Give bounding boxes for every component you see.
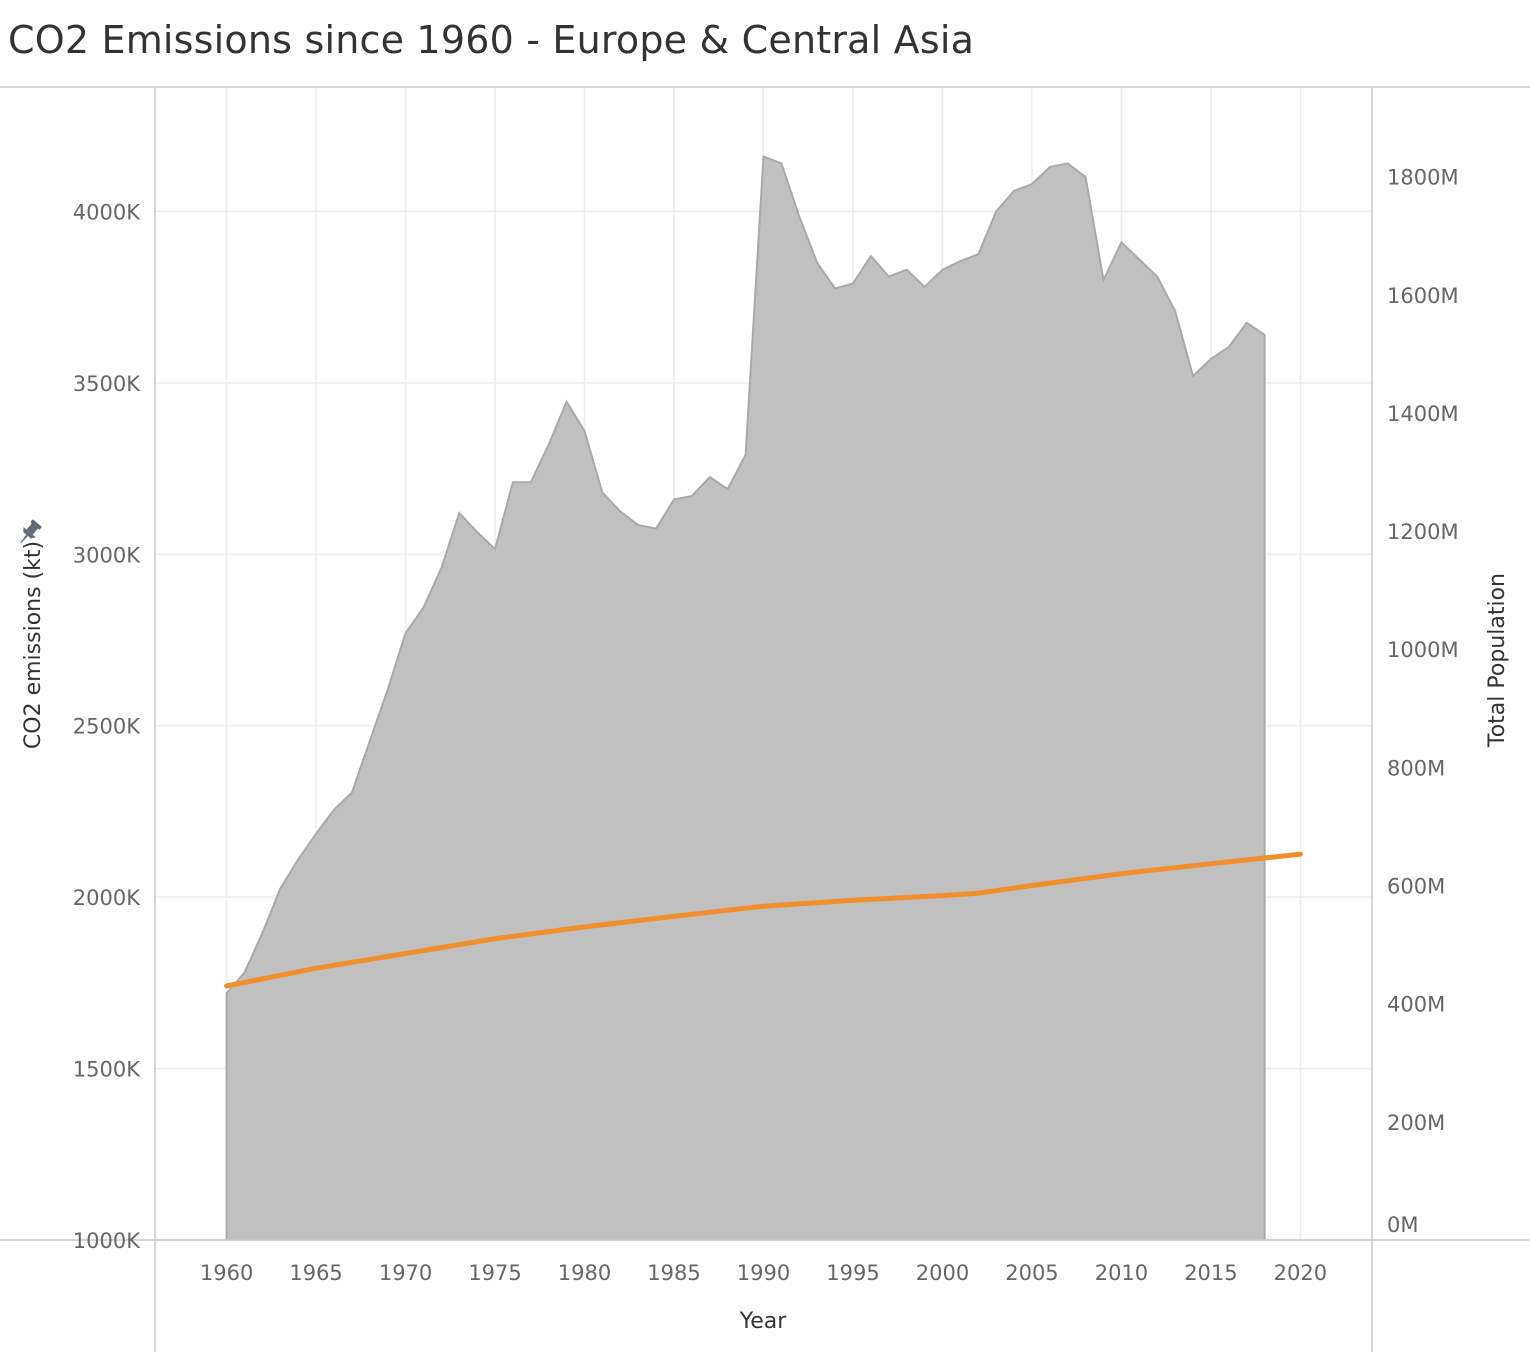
y2-tick-label: 1600M	[1387, 284, 1459, 308]
y-axis-left-ticks: 1000K 1500K 2000K 2500K 3000K 3500K 4000K	[73, 200, 141, 1253]
x-tick-label: 1970	[379, 1261, 432, 1285]
y-axis-left-title: CO2 emissions (kt)	[21, 541, 46, 749]
x-tick-label: 1990	[737, 1261, 790, 1285]
x-tick-label: 2000	[916, 1261, 969, 1285]
pin-icon[interactable]	[15, 518, 44, 548]
chart-title: CO2 Emissions since 1960 - Europe & Cent…	[8, 18, 975, 62]
y-tick-label: 2000K	[73, 886, 141, 910]
co2-area-fill[interactable]	[226, 156, 1265, 1241]
y2-tick-label: 1400M	[1387, 402, 1459, 426]
y-axis-right-title: Total Population	[1485, 573, 1510, 748]
y2-tick-label: 400M	[1387, 993, 1445, 1017]
x-tick-label: 1960	[200, 1261, 253, 1285]
y2-tick-label: 0M	[1387, 1213, 1418, 1237]
x-tick-label: 1975	[468, 1261, 521, 1285]
y2-tick-label: 600M	[1387, 875, 1445, 899]
x-tick-label: 2015	[1184, 1261, 1237, 1285]
y-tick-label: 1500K	[73, 1058, 141, 1082]
x-tick-label: 1985	[647, 1261, 700, 1285]
y2-tick-label: 1000M	[1387, 638, 1459, 662]
y2-tick-label: 1200M	[1387, 520, 1459, 544]
y-tick-label: 2500K	[73, 715, 141, 739]
chart-frame	[0, 86, 1530, 1352]
co2-area-series	[225, 155, 1266, 1241]
y-tick-label: 3500K	[73, 372, 141, 396]
y-tick-label: 4000K	[73, 200, 141, 224]
x-tick-label: 2010	[1095, 1261, 1148, 1285]
y-tick-label: 1000K	[73, 1229, 141, 1253]
y-tick-label: 3000K	[73, 543, 141, 567]
x-axis-title: Year	[739, 1309, 788, 1334]
x-tick-label: 1980	[558, 1261, 611, 1285]
population-line[interactable]	[224, 851, 1303, 989]
x-tick-label: 2020	[1274, 1261, 1327, 1285]
population-line-series	[224, 851, 1303, 989]
y2-tick-label: 1800M	[1387, 166, 1459, 190]
x-tick-label: 1995	[826, 1261, 879, 1285]
y-axis-right-ticks: 0M 200M 400M 600M 800M 1000M 1200M 1400M 1600M 18…	[1387, 166, 1459, 1237]
x-axis-ticks: 1960 1965 1970 1975 1980 1985 1990 1995 2000 2005…	[200, 1261, 1327, 1285]
x-tick-label: 1965	[289, 1261, 342, 1285]
y2-tick-label: 800M	[1387, 756, 1445, 780]
x-tick-label: 2005	[1005, 1261, 1058, 1285]
y2-tick-label: 200M	[1387, 1111, 1445, 1135]
co2-area-outline	[225, 155, 1266, 1241]
